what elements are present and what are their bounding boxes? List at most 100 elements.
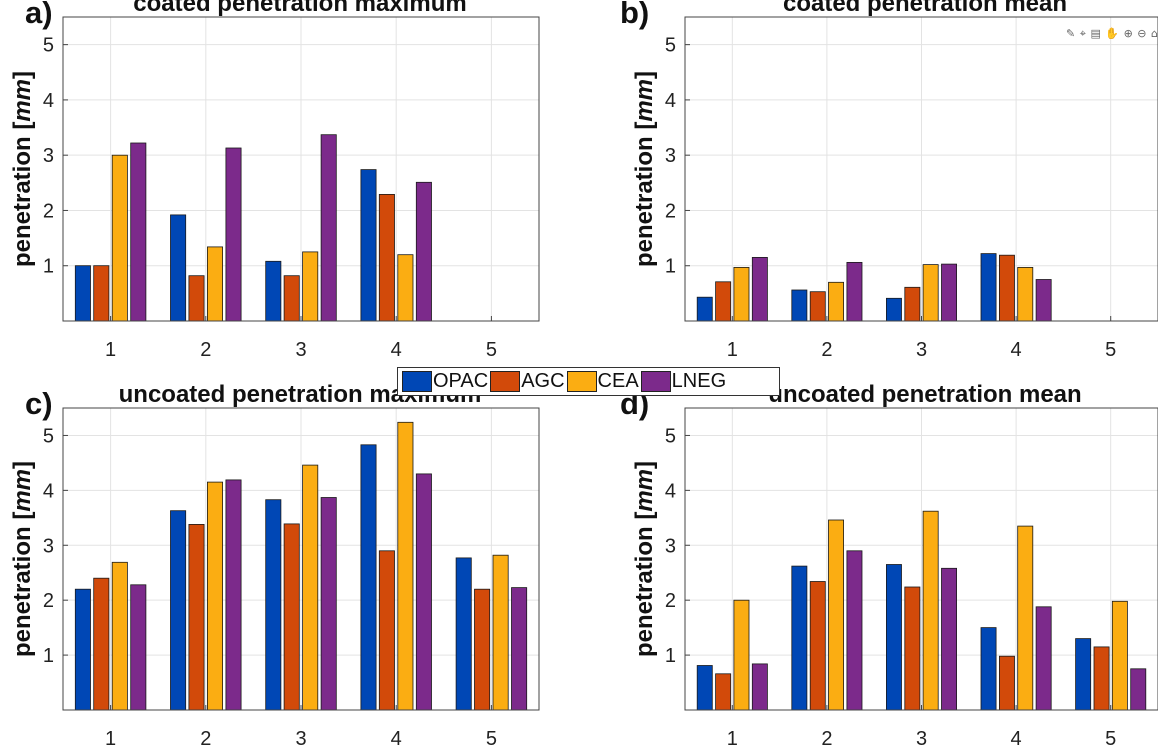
panel-4-title: uncoated penetration mean [768, 381, 1081, 408]
panel-4-bar-cea-1 [733, 599, 750, 711]
panel-3-bar-opac-2 [170, 510, 187, 711]
panel-2-x-tick-label-4: 4 [1011, 339, 1022, 361]
panel-2-bar-agc-4 [999, 254, 1015, 322]
panel-1-y-tick-label-5: 5 [43, 35, 54, 57]
home-icon[interactable]: ⌂ [1151, 27, 1158, 40]
panel-4-bar-cea-4 [1017, 525, 1034, 711]
export-icon[interactable]: ▤ [1090, 27, 1101, 40]
panel-2-y-tick-label-4: 4 [665, 90, 676, 112]
panel-3-x-tick-label-3: 3 [295, 728, 306, 750]
panel-1-bar-opac-2 [170, 214, 187, 322]
panel-2-x-tick-label-3: 3 [916, 339, 927, 361]
panel-1-bar-lneg-3 [320, 134, 337, 322]
panel-3-bar-agc-2 [188, 524, 205, 711]
panel-3-y-tick-label-4: 4 [43, 480, 54, 502]
panel-4-x-tick-label-4: 4 [1011, 728, 1022, 750]
data-tip-icon[interactable]: ⌖ [1079, 27, 1086, 40]
panel-4-y-tick-label-1: 1 [665, 645, 676, 667]
panel-4-bar-opac-2 [791, 565, 808, 711]
legend-label-cea: CEA [597, 370, 639, 392]
panel-4-bar-opac-1 [696, 665, 713, 711]
panel-3-y-tick-label-3: 3 [43, 535, 54, 557]
panel-3-y-axis-label: penetration [mm] [9, 461, 36, 657]
panel-1-bar-lneg-2 [225, 147, 242, 322]
legend-entry-agc: AGC [490, 370, 565, 393]
panel-4-y-axis-label: penetration [mm] [631, 461, 658, 657]
legend-label-agc: AGC [521, 370, 565, 392]
panel-4-y-tick-label-5: 5 [665, 425, 676, 447]
panel-4-bar-opac-5 [1075, 638, 1092, 711]
panel-2-y-tick-label-2: 2 [665, 200, 676, 222]
panel-4-bar-lneg-3 [941, 567, 958, 711]
panel-2-y-tick-label-5: 5 [665, 35, 676, 57]
panel-2-y-axis-label: penetration [mm] [631, 71, 658, 267]
pan-icon[interactable]: ✋ [1105, 27, 1120, 40]
panel-2-y-tick-label-1: 1 [665, 256, 676, 278]
panel-3-bar-agc-3 [283, 523, 300, 711]
panel-1-y-tick-label-3: 3 [43, 145, 54, 167]
panel-1-bar-agc-3 [283, 275, 300, 322]
legend-entry-cea: CEA [566, 370, 639, 393]
panel-4-bar-lneg-5 [1130, 668, 1147, 711]
brush-icon[interactable]: ✎ [1066, 27, 1076, 40]
axes-toolbar: ✎ ⌖ ▤ ✋ ⊕ ⊖ ⌂ [1065, 27, 1158, 41]
panel-1-bar-opac-4 [360, 169, 377, 322]
legend-swatch-agc [490, 371, 521, 392]
legend-label-lneg: LNEG [671, 370, 727, 392]
legend-swatch-lneg [640, 371, 671, 392]
legend-swatch-opac [402, 371, 432, 392]
panel-4-bar-agc-5 [1093, 646, 1110, 711]
panel-3-x-tick-label-5: 5 [486, 728, 497, 750]
panel-3-bar-lneg-4 [415, 473, 432, 711]
panel-1-x-tick-label-2: 2 [200, 339, 211, 361]
panel-3-y-tick-label-1: 1 [43, 645, 54, 667]
panel-2-bar-cea-2 [828, 281, 845, 322]
legend-entry-lneg: LNEG [640, 370, 727, 393]
panel-3-bar-cea-3 [302, 464, 319, 711]
panel-3-x-tick-label-1: 1 [105, 728, 116, 750]
panel-3-bar-agc-1 [93, 577, 110, 711]
panel-3-y-tick-label-5: 5 [43, 425, 54, 447]
panel-1-bar-cea-4 [397, 254, 414, 322]
panel-3-bar-opac-1 [74, 588, 91, 711]
panel-1-x-tick-label-4: 4 [391, 339, 402, 361]
panel-2-x-tick-label-5: 5 [1105, 339, 1116, 361]
panel-2-bar-opac-1 [696, 296, 713, 322]
panel-1-x-tick-label-5: 5 [486, 339, 497, 361]
legend-label-opac: OPAC [433, 370, 489, 392]
legend-swatch-cea [566, 371, 597, 392]
panel-1-bar-agc-2 [188, 275, 205, 322]
panel-4-y-tick-label-2: 2 [665, 590, 676, 612]
panel-4-y-tick-label-3: 3 [665, 535, 676, 557]
panel-3-bar-lneg-1 [130, 584, 147, 711]
panel-3-bar-cea-4 [397, 421, 414, 711]
panel-3-bar-cea-2 [206, 481, 223, 711]
panel-4-y-tick-label-4: 4 [665, 480, 676, 502]
panel-2-bar-agc-3 [904, 286, 921, 322]
panel-2-bar-lneg-1 [751, 256, 768, 322]
panel-1-y-axis-label: penetration [mm] [9, 71, 36, 267]
panel-1-bar-cea-3 [302, 251, 319, 322]
panel-4-bar-lneg-4 [1035, 606, 1052, 711]
panel-3-bar-cea-5 [492, 554, 509, 711]
panel-2-x-tick-label-2: 2 [821, 339, 832, 361]
panel-1-bar-cea-2 [206, 246, 223, 322]
panel-4-x-tick-label-5: 5 [1105, 728, 1116, 750]
panel-3-bar-opac-4 [360, 444, 377, 711]
panel-4-bar-lneg-1 [751, 663, 768, 711]
zoom-out-icon[interactable]: ⊖ [1137, 27, 1147, 40]
legend-entry-opac: OPAC [402, 370, 488, 393]
panel-2-bar-lneg-3 [941, 263, 958, 322]
panel-3-bar-opac-5 [455, 557, 472, 711]
panel-2-y-tick-label-3: 3 [665, 145, 676, 167]
panel-3-y-tick-label-2: 2 [43, 590, 54, 612]
panel-1-bar-agc-1 [93, 265, 110, 322]
panel-2-bar-opac-3 [886, 297, 902, 322]
panel-4-bar-agc-1 [715, 673, 732, 711]
legend[interactable]: OPAC AGC CEA LNEG [397, 367, 780, 396]
panel-2-bar-agc-1 [715, 281, 732, 322]
zoom-in-icon[interactable]: ⊕ [1123, 27, 1133, 40]
panel-3-bar-cea-1 [111, 561, 128, 711]
panel-2-bar-opac-2 [791, 289, 808, 322]
